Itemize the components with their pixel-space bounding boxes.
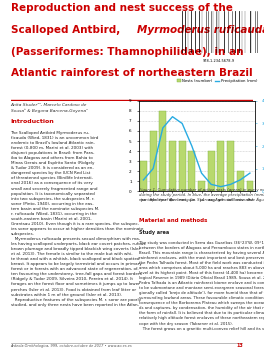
Bar xyxy=(237,171,244,191)
Text: Myrmoderus ruficauda: Myrmoderus ruficauda xyxy=(137,25,264,35)
Text: 13: 13 xyxy=(236,343,243,348)
Text: The study was conducted in Serra das Guaribas (36°23'W, 09°14'S)
between the bor: The study was conducted in Serra das Gua… xyxy=(139,241,264,331)
Text: Reproduction and nest success of the: Reproduction and nest success of the xyxy=(11,3,232,13)
Text: Material and methods: Material and methods xyxy=(139,218,207,223)
Bar xyxy=(159,111,166,191)
Text: Ardeola Ornithologica, 999, octubre-octubre de 2017 • www.ao.es.es: Ardeola Ornithologica, 999, octubre-octu… xyxy=(11,344,132,348)
Text: Atlantic rainforest of northeastern Brazil: Atlantic rainforest of northeastern Braz… xyxy=(11,68,252,78)
Text: (Passeriformes: Thamnophilidae), in an: (Passeriformes: Thamnophilidae), in an xyxy=(11,47,243,57)
Text: Study area: Study area xyxy=(139,230,169,235)
Text: Introduction: Introduction xyxy=(11,119,54,124)
Text: Scalloped Antbird,: Scalloped Antbird, xyxy=(11,25,124,35)
Bar xyxy=(198,181,205,191)
Text: Figure 1. Cumulative number of active nests (green) in every month
during the st: Figure 1. Cumulative number of active ne… xyxy=(139,188,264,202)
Bar xyxy=(179,141,186,191)
Bar xyxy=(218,141,224,191)
Bar xyxy=(227,141,234,191)
Text: The Scalloped Antbird Myrmoderus ru-
ficauda (Wied, 1831) is an uncommon bird
en: The Scalloped Antbird Myrmoderus ru- fic… xyxy=(11,131,145,307)
Text: 978-1-234-5678-9: 978-1-234-5678-9 xyxy=(203,59,235,63)
Bar xyxy=(188,151,195,191)
Bar xyxy=(150,131,157,191)
Bar xyxy=(208,151,215,191)
Text: Anita Studer¹², Marcelo Cardoso de
Sousa³ & Begona Barcena-Goyena¹: Anita Studer¹², Marcelo Cardoso de Sousa… xyxy=(11,103,87,113)
Legend: Nests (number), Precipitation (mm): Nests (number), Precipitation (mm) xyxy=(175,78,259,85)
Bar xyxy=(247,181,253,191)
Bar xyxy=(169,141,176,191)
Bar xyxy=(140,161,147,191)
